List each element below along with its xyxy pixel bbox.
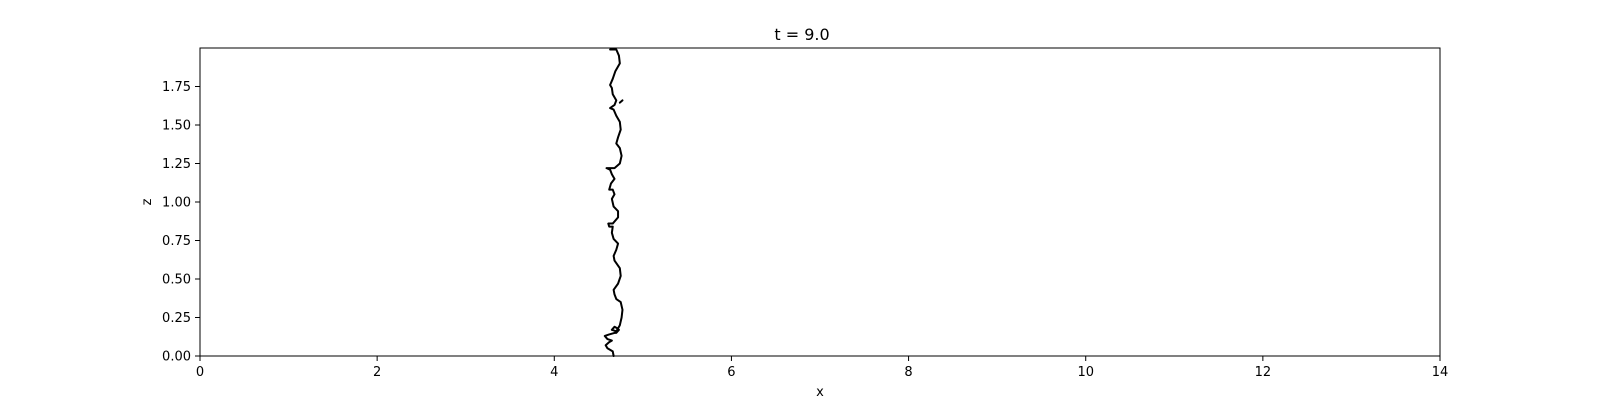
chart-title: t = 9.0 [774,25,829,44]
y-tick-label: 0.00 [162,350,191,365]
axes-frame [199,47,1441,357]
y-axis-label: z [140,198,155,205]
x-tick-label: 10 [1077,365,1094,380]
x-tick-label: 2 [373,365,381,380]
x-tick-label: 6 [727,365,735,380]
y-tick-label: 1.75 [162,80,191,95]
x-axis-label: x [816,385,824,400]
y-tick-label: 1.25 [162,157,191,172]
x-tick-label: 14 [1432,365,1449,380]
y-tick-label: 0.50 [162,273,191,288]
y-tick-label: 1.00 [162,196,191,211]
x-tick-label: 8 [904,365,912,380]
y-tick-label: 0.75 [162,234,191,249]
x-tick-label: 0 [196,365,204,380]
x-tick-label: 4 [550,365,558,380]
contour-line-2 [618,99,624,104]
x-tick-label: 12 [1255,365,1272,380]
x-axis-ticks: 0 2 4 6 8 10 12 14 [196,356,1448,380]
y-tick-label: 1.50 [162,119,191,134]
contour-line-1 [603,48,624,357]
y-tick-label: 0.25 [162,311,191,326]
y-axis-ticks: 0.00 0.25 0.50 0.75 1.00 1.25 1.50 1.75 [162,80,200,365]
series-layer [603,48,624,357]
